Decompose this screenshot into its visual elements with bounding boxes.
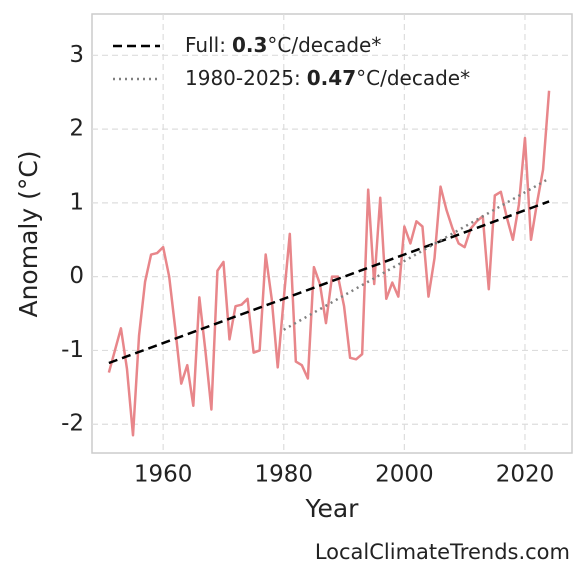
legend-name: Full: — [185, 33, 226, 57]
y-axis-label: Anomaly (°C) — [14, 150, 43, 317]
y-tick-label: 3 — [69, 42, 84, 68]
x-tick-label: 1960 — [134, 462, 193, 488]
y-tick-label: 2 — [69, 116, 84, 142]
legend-name: 1980-2025: — [185, 66, 301, 90]
legend-label: Full: 0.3°C/decade* — [185, 33, 381, 57]
anomaly-line — [107, 90, 551, 437]
credit: LocalClimateTrends.com — [315, 540, 570, 564]
legend-rate: 0.47 — [307, 66, 356, 90]
legend-rate: 0.3 — [232, 33, 267, 57]
plot-frame — [91, 13, 573, 454]
x-tick-label: 1980 — [254, 462, 313, 488]
y-tick-label: 1 — [69, 189, 84, 215]
legend-unit: °C/decade* — [267, 33, 381, 57]
legend-label: 1980-2025: 0.47°C/decade* — [185, 66, 470, 90]
y-tick-label: 0 — [69, 263, 84, 289]
x-tick-label: 2020 — [496, 462, 555, 488]
trend-line — [108, 200, 550, 365]
x-axis-label: Year — [305, 494, 360, 523]
legend-unit: °C/decade* — [356, 66, 470, 90]
y-tick-label: -1 — [61, 337, 84, 363]
y-tick-label: -2 — [61, 411, 84, 437]
x-tick-label: 2000 — [375, 462, 434, 488]
